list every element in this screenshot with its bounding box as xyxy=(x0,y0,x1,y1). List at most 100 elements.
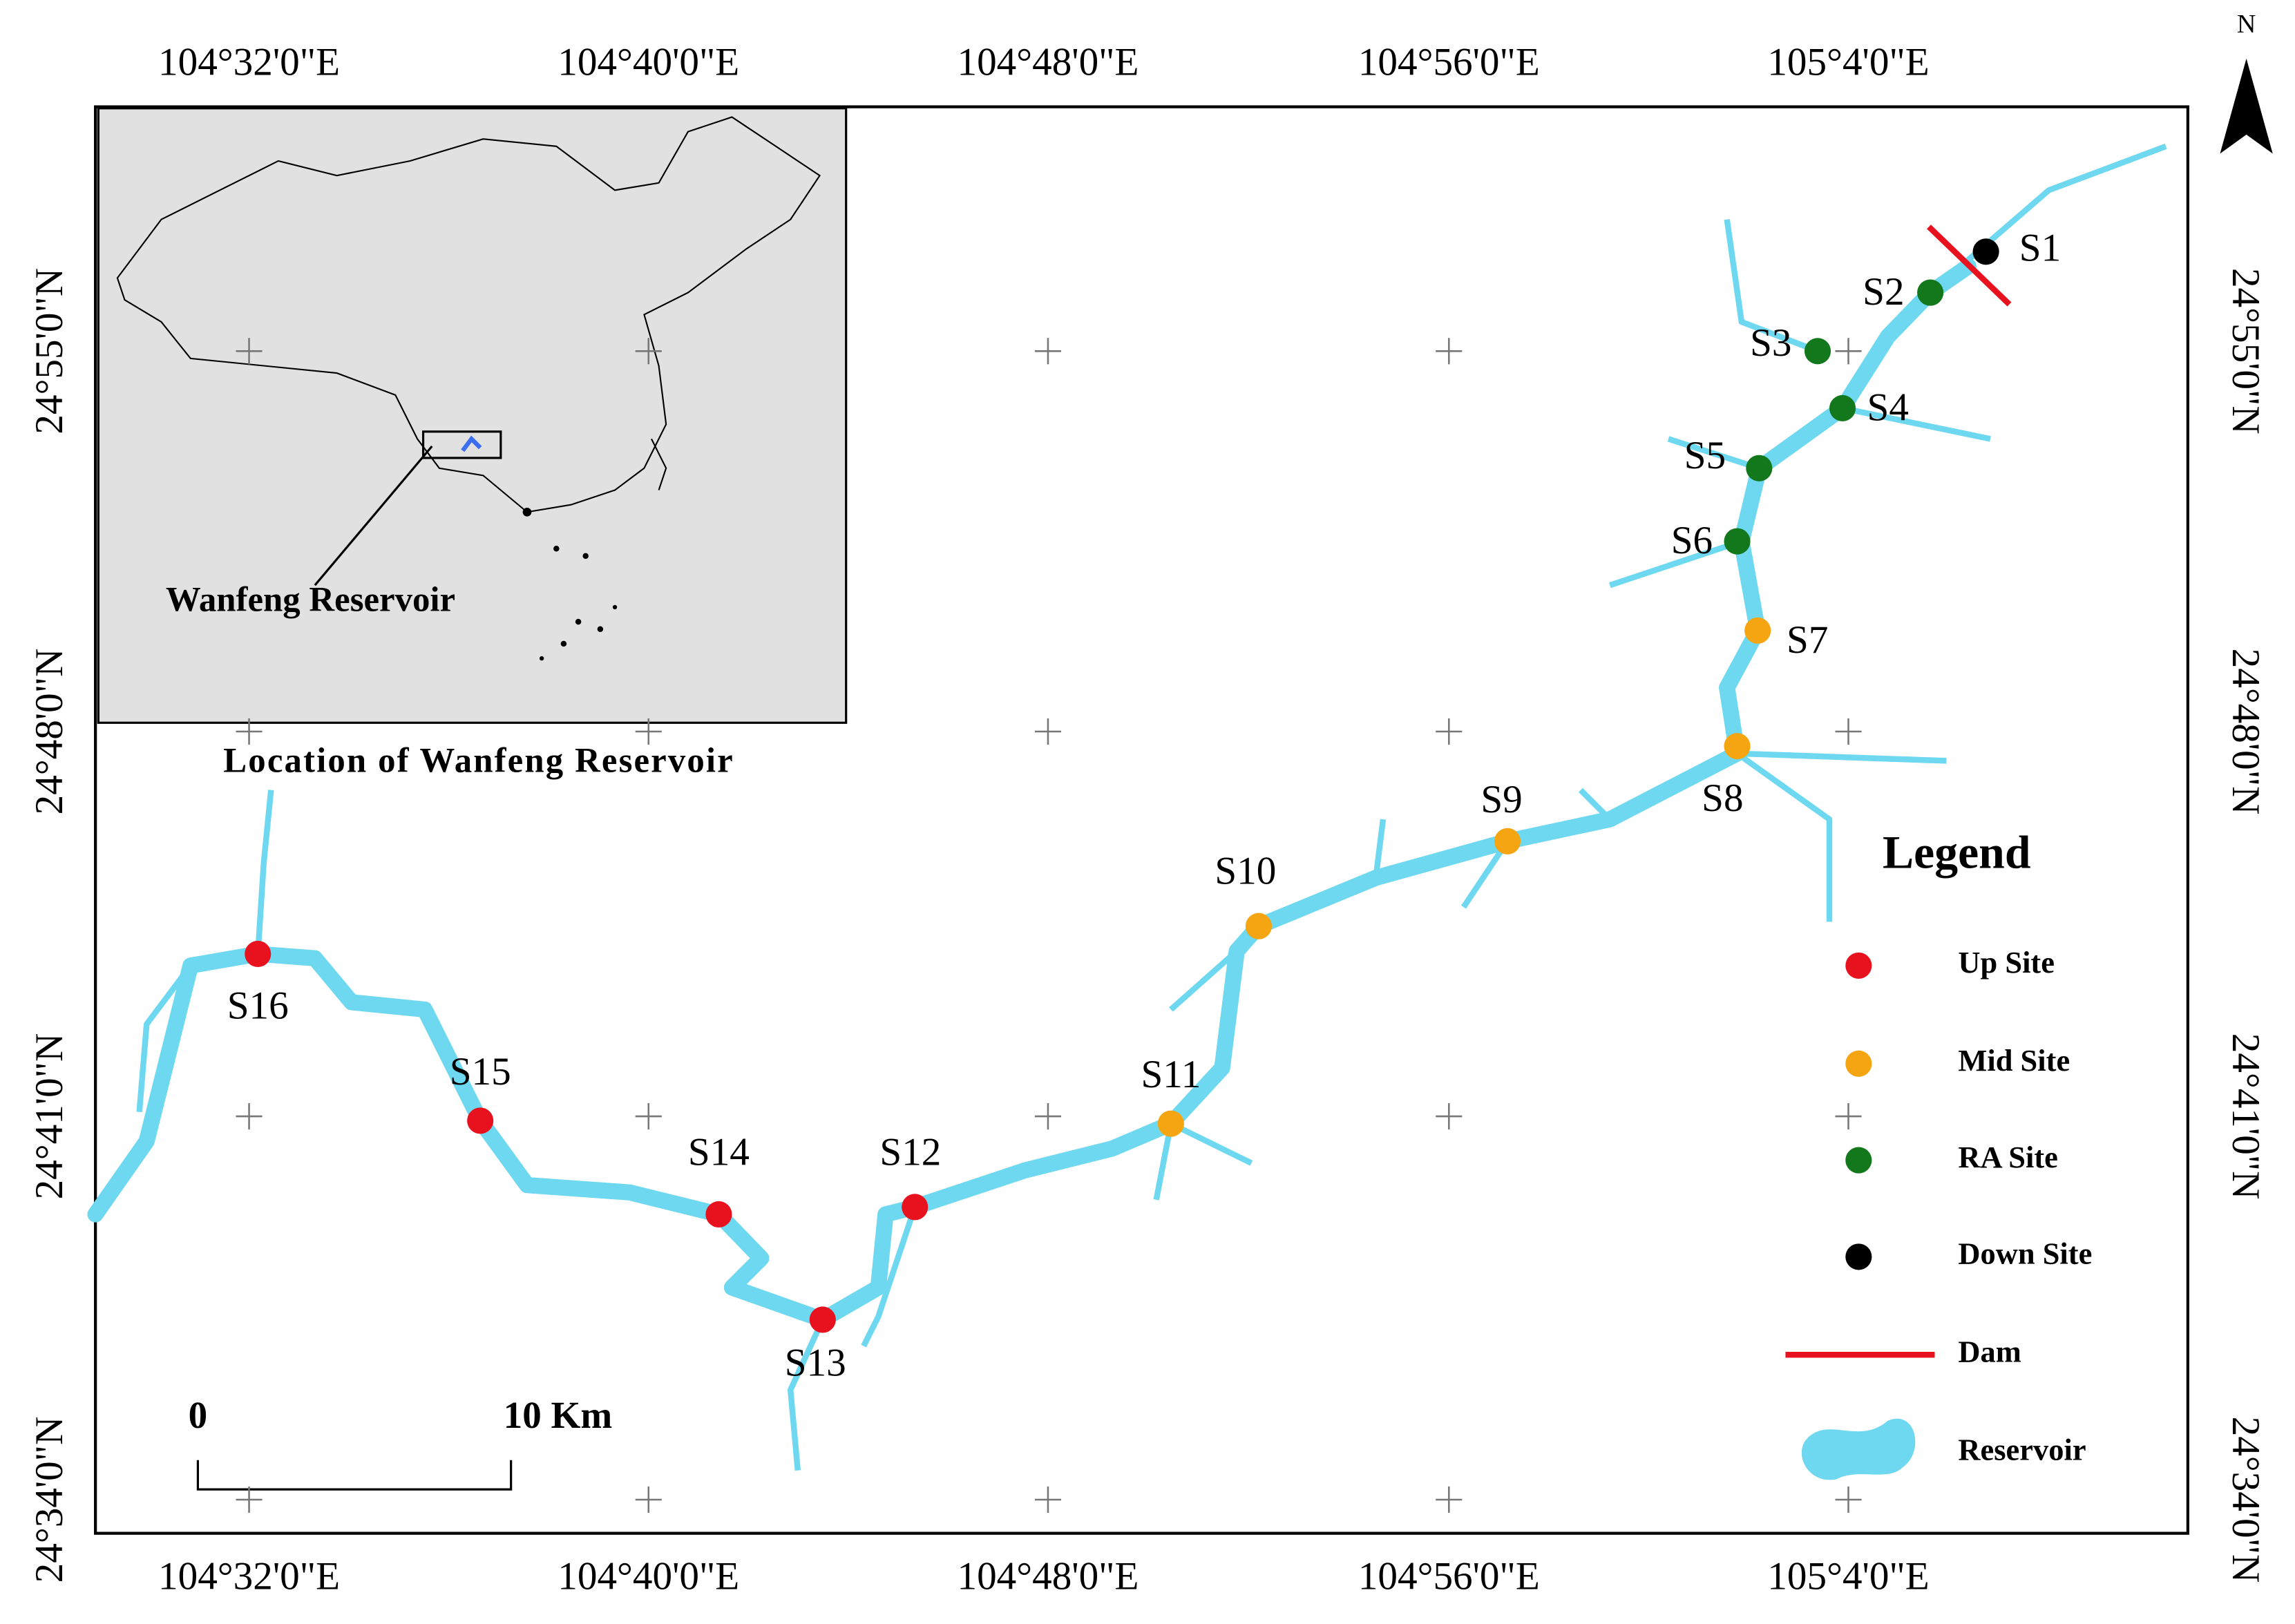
grid-cross xyxy=(1835,1486,1862,1513)
site-label: S5 xyxy=(1684,434,1726,477)
site-label: S4 xyxy=(1867,385,1909,429)
site-label: S2 xyxy=(1863,270,1904,314)
reservoir-branch xyxy=(1578,787,1612,822)
x-tick-label: 104°40'0"E xyxy=(558,1555,739,1598)
inset-leader xyxy=(314,445,433,586)
grid-cross xyxy=(635,338,662,365)
site-label: S13 xyxy=(785,1341,846,1384)
site-marker xyxy=(1494,828,1521,854)
grid-cross xyxy=(1034,338,1062,365)
islands xyxy=(522,507,618,661)
inset-label: Wanfeng Reservoir xyxy=(166,580,455,618)
y-tick-label: 24°34'0"N xyxy=(28,1417,71,1583)
x-tick-label: 104°32'0"E xyxy=(158,1555,340,1598)
legend-marker xyxy=(1801,1418,1916,1480)
site-label: S1 xyxy=(2019,226,2061,269)
site-label: S8 xyxy=(1702,776,1743,820)
reservoir-branch xyxy=(136,964,193,1113)
reservoir-branch xyxy=(1842,405,1991,442)
grid-cross xyxy=(1034,718,1062,745)
site-label: S3 xyxy=(1750,321,1791,365)
inset-locator xyxy=(421,430,502,459)
legend-marker xyxy=(1845,1050,1872,1077)
y-tick-label: 24°55'0"N xyxy=(28,268,71,434)
site-marker xyxy=(1724,528,1751,555)
site-marker xyxy=(1829,394,1856,421)
grid-cross xyxy=(1835,718,1862,745)
site-marker xyxy=(705,1201,732,1228)
site-marker xyxy=(467,1107,494,1134)
grid-cross xyxy=(1436,1102,1463,1130)
x-tick-label: 105°4'0"E xyxy=(1767,1555,1929,1598)
site-marker xyxy=(1972,238,1999,265)
inset-reservoir xyxy=(461,435,482,452)
scale-start: 0 xyxy=(189,1394,208,1436)
reservoir-branch xyxy=(1667,436,1760,471)
x-tick-label: 104°40'0"E xyxy=(558,40,739,84)
reservoir-branch xyxy=(1460,839,1510,909)
grid-cross xyxy=(1835,1102,1862,1130)
site-label: S16 xyxy=(227,984,289,1028)
reservoir-branch xyxy=(1724,219,1819,354)
site-label: S15 xyxy=(450,1050,511,1093)
grid-cross xyxy=(1034,1102,1062,1130)
site-label: S6 xyxy=(1671,519,1713,562)
reservoir-branch xyxy=(1608,538,1743,589)
y-tick-label: 24°48'0"N xyxy=(28,649,71,815)
site-label: S12 xyxy=(879,1130,941,1174)
site-label: S14 xyxy=(688,1130,750,1174)
reservoir-branch xyxy=(1928,143,2167,295)
legend-label: Up Site xyxy=(1958,945,2055,980)
grid-cross xyxy=(1436,718,1463,745)
legend-label: Dam xyxy=(1958,1334,2021,1368)
grid-cross xyxy=(236,1486,263,1513)
legend-marker xyxy=(1845,952,1872,979)
reservoir-branch xyxy=(1170,1120,1253,1166)
reservoir-branch xyxy=(787,1318,826,1471)
site-marker xyxy=(1744,617,1771,644)
grid-cross xyxy=(1835,338,1862,365)
x-tick-label: 104°48'0"E xyxy=(957,40,1139,84)
y-tick-label: 24°55'0"N xyxy=(2224,268,2267,434)
grid-cross xyxy=(1436,1486,1463,1513)
site-marker xyxy=(902,1194,929,1221)
x-tick-label: 104°48'0"E xyxy=(957,1555,1139,1598)
site-marker xyxy=(1804,338,1831,365)
site-label: S10 xyxy=(1215,850,1276,893)
site-marker xyxy=(1724,733,1751,760)
site-label: S11 xyxy=(1141,1053,1201,1096)
site-marker xyxy=(1746,455,1773,481)
grid-cross xyxy=(635,1486,662,1513)
scale-bar xyxy=(196,1460,513,1491)
north-arrow xyxy=(2220,58,2273,154)
legend-label: Reservoir xyxy=(1958,1432,2086,1467)
site-marker xyxy=(1917,279,1944,306)
grid-cross xyxy=(236,1102,263,1130)
reservoir-branch xyxy=(255,790,274,955)
reservoir-main xyxy=(87,258,1977,1328)
reservoir xyxy=(87,143,2167,1471)
grid-cross xyxy=(1436,338,1463,365)
site-label: S7 xyxy=(1787,618,1828,662)
legend-label: RA Site xyxy=(1958,1140,2058,1174)
north-label: N xyxy=(2237,10,2256,39)
grid-cross xyxy=(635,1102,662,1130)
x-tick-label: 104°56'0"E xyxy=(1358,40,1540,84)
reservoir-branch xyxy=(1735,751,1833,922)
reservoir-branch xyxy=(1169,948,1239,1012)
legend-marker xyxy=(1845,1147,1872,1174)
site-marker xyxy=(809,1306,836,1333)
x-tick-label: 104°56'0"E xyxy=(1358,1555,1540,1598)
site-marker xyxy=(1245,913,1273,939)
y-tick-label: 24°41'0"N xyxy=(28,1033,71,1200)
china-outline xyxy=(116,116,821,513)
reservoir-branch xyxy=(861,1206,918,1348)
dam xyxy=(1927,225,2012,307)
reservoir-branch xyxy=(1373,819,1387,879)
legend-label: Mid Site xyxy=(1958,1043,2070,1078)
legend-marker xyxy=(1845,1243,1872,1270)
site-label: S9 xyxy=(1480,778,1522,821)
taiwan-outline xyxy=(651,438,667,490)
